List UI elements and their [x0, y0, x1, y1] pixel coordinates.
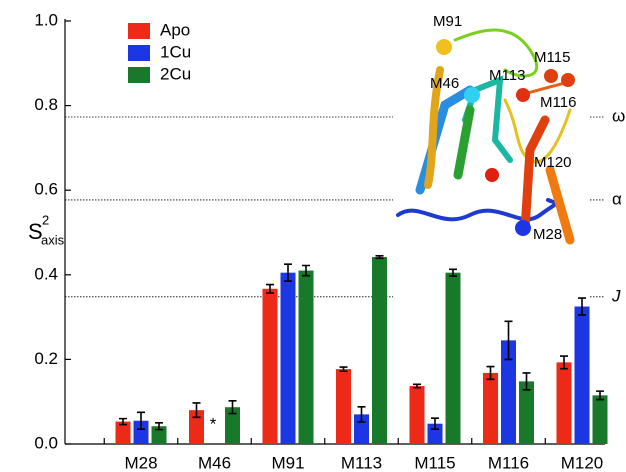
inset-label: M116 — [540, 94, 576, 111]
reference-label: J — [611, 286, 621, 305]
x-tick-label: M46 — [198, 453, 231, 472]
x-tick-label: M115 — [414, 453, 455, 472]
y-label-sup: 2 — [42, 212, 49, 227]
x-tick-label: M116 — [488, 453, 529, 472]
y-label-sub: axis — [41, 232, 65, 247]
bar — [299, 271, 314, 444]
atom — [515, 220, 531, 236]
legend-label: 1Cu — [160, 42, 191, 61]
y-tick-label: 0.4 — [34, 264, 58, 283]
inset-label: M28 — [533, 226, 562, 243]
bar — [519, 381, 534, 444]
bar — [593, 395, 608, 444]
inset-label: M46 — [430, 75, 459, 92]
x-tick-label: M113 — [341, 453, 382, 472]
y-tick-label: 0.6 — [34, 180, 58, 199]
bar — [575, 307, 590, 444]
atom — [436, 39, 452, 55]
inset-label: M120 — [534, 154, 572, 171]
reference-label: α — [612, 189, 622, 208]
x-tick-label: M120 — [561, 453, 604, 472]
y-tick-label: 0.2 — [34, 349, 58, 368]
ribbon — [458, 110, 470, 175]
legend-swatch — [128, 45, 150, 61]
bar — [336, 369, 351, 444]
annotation: * — [210, 414, 217, 433]
legend-label: 2Cu — [160, 64, 191, 83]
inset-label: M113 — [489, 67, 525, 84]
chart: S 2 axis ωαJ0.00.20.40.60.81.0M28M46M91M… — [0, 0, 626, 472]
atom — [464, 87, 480, 103]
y-tick-label: 0.8 — [34, 95, 58, 114]
bar — [410, 386, 425, 444]
bar — [483, 373, 498, 444]
y-tick-label: 0.0 — [34, 433, 58, 452]
atom — [485, 168, 499, 182]
legend-label: Apo — [160, 20, 190, 39]
inset-label: M91 — [433, 13, 462, 30]
x-tick-label: M28 — [124, 453, 157, 472]
y-tick-label: 1.0 — [34, 10, 58, 29]
bar — [263, 289, 278, 444]
page: S 2 axis ωαJ0.00.20.40.60.81.0M28M46M91M… — [0, 0, 626, 472]
x-tick-label: M91 — [271, 453, 304, 472]
ribbon — [398, 200, 556, 219]
bar — [372, 257, 387, 444]
atom — [516, 88, 530, 102]
legend-swatch — [128, 67, 150, 83]
reference-label: ω — [612, 107, 625, 126]
atom — [544, 69, 558, 83]
bar — [281, 273, 296, 444]
inset-label: M115 — [534, 49, 570, 66]
bar — [446, 273, 461, 444]
atom — [561, 73, 575, 87]
legend-swatch — [128, 23, 150, 39]
bar — [557, 362, 572, 444]
